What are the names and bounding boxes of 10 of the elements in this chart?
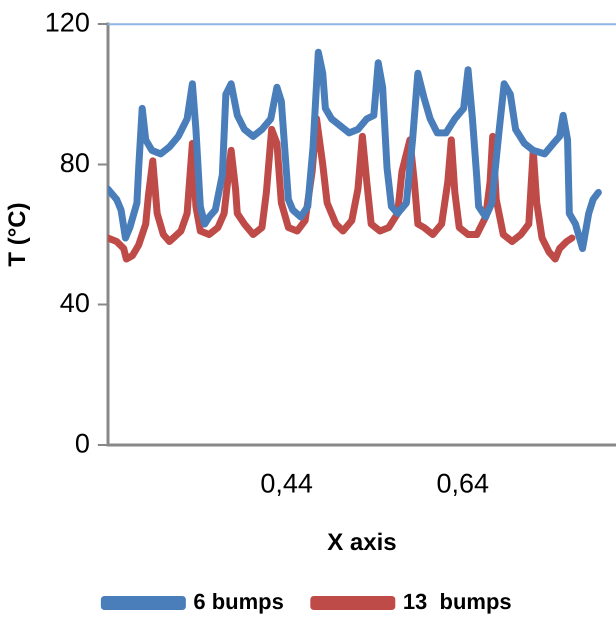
y-tick-label: 80	[60, 148, 90, 178]
legend-label: 6 bumps	[193, 589, 284, 614]
x-tick-label: 0,44	[260, 468, 313, 498]
y-axis-title: T (°C)	[4, 202, 32, 267]
y-tick-label: 40	[60, 288, 90, 318]
legend-label: 13 bumps	[402, 589, 512, 614]
y-tick-label: 0	[74, 428, 90, 458]
y-tick-label: 120	[44, 8, 90, 38]
x-tick-label: 0,64	[436, 468, 490, 498]
x-axis-title: X axis	[327, 529, 397, 556]
